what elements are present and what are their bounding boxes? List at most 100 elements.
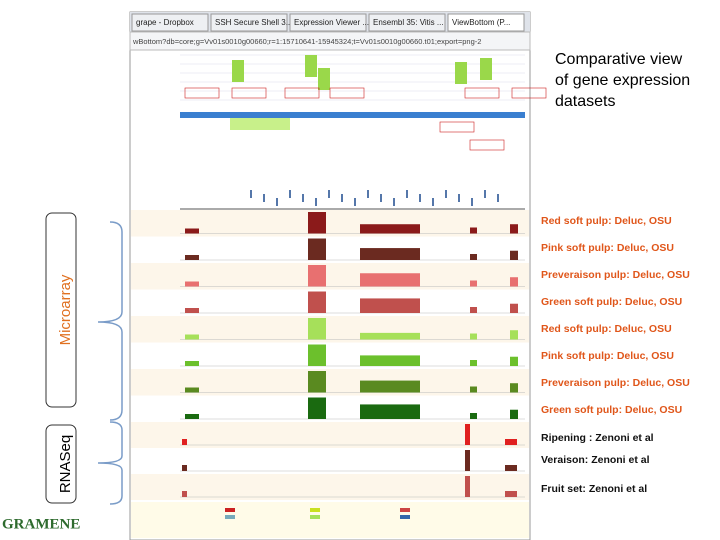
feature-tick bbox=[250, 190, 252, 198]
feature-tick bbox=[289, 190, 291, 198]
bracket bbox=[97, 421, 123, 505]
tab-title[interactable]: Expression Viewer ... bbox=[294, 18, 369, 27]
tab[interactable] bbox=[289, 13, 367, 32]
expression-bar bbox=[510, 224, 518, 234]
expression-spike bbox=[232, 60, 244, 82]
tab-title[interactable]: grape - Dropbox bbox=[136, 18, 194, 27]
feature-tick bbox=[419, 194, 421, 202]
track-label: Veraison: Zenoni et al bbox=[541, 454, 650, 466]
expression-bar bbox=[470, 413, 477, 419]
tab[interactable] bbox=[210, 13, 288, 32]
expression-bar bbox=[360, 404, 420, 419]
track-label: Red soft pulp: Deluc, OSU bbox=[541, 323, 672, 335]
expression-bar bbox=[360, 332, 420, 340]
gene-marker bbox=[469, 139, 505, 151]
expression-bar bbox=[185, 387, 199, 393]
expression-bar bbox=[470, 333, 477, 340]
expression-bar bbox=[360, 273, 420, 287]
legend-swatch bbox=[400, 515, 410, 519]
gene-marker bbox=[284, 87, 320, 99]
tab-title[interactable]: SSH Secure Shell 3... bbox=[215, 18, 292, 27]
expression-bar bbox=[185, 228, 199, 234]
tab[interactable] bbox=[447, 13, 525, 32]
feature-tick bbox=[445, 190, 447, 198]
expression-spike bbox=[480, 58, 492, 80]
track-label: Preveraison pulp: Deluc, OSU bbox=[541, 377, 690, 389]
expression-bar bbox=[360, 380, 420, 393]
expression-bar bbox=[505, 491, 517, 497]
gene-bar bbox=[180, 112, 525, 118]
expression-bar bbox=[308, 397, 326, 419]
expression-bar bbox=[470, 227, 477, 234]
expression-bar bbox=[470, 280, 477, 287]
track-label: Preveraison pulp: Deluc, OSU bbox=[541, 269, 690, 281]
feature-tick bbox=[354, 198, 356, 206]
expression-spike bbox=[318, 68, 330, 90]
legend-swatch bbox=[310, 508, 320, 512]
expression-bar bbox=[185, 308, 199, 313]
track-row bbox=[131, 448, 529, 474]
expression-bar bbox=[185, 281, 199, 287]
gene-marker bbox=[439, 121, 475, 133]
expression-bar bbox=[510, 330, 518, 340]
expression-bar bbox=[360, 298, 420, 313]
track-label: Pink soft pulp: Deluc, OSU bbox=[541, 350, 674, 362]
group-box bbox=[45, 424, 77, 504]
track-row bbox=[131, 474, 529, 500]
group-label: RNASeq bbox=[57, 435, 74, 493]
feature-tick bbox=[393, 198, 395, 206]
expression-bar bbox=[360, 355, 420, 366]
expression-bar bbox=[510, 277, 518, 287]
tab-title[interactable]: ViewBottom (P... bbox=[452, 18, 510, 27]
expression-bar bbox=[505, 465, 517, 471]
heading-line: of gene expression bbox=[555, 72, 690, 89]
heading-line: datasets bbox=[555, 93, 615, 110]
feature-tick bbox=[380, 194, 382, 202]
url-bar bbox=[129, 31, 531, 51]
group-label: Microarray bbox=[57, 274, 74, 345]
expression-spike bbox=[305, 55, 317, 77]
expression-bar bbox=[185, 255, 199, 260]
feature-tick bbox=[458, 194, 460, 202]
expression-bar bbox=[185, 334, 199, 340]
feature-tick bbox=[315, 198, 317, 206]
feature-tick bbox=[276, 198, 278, 206]
logo: GRAMENE bbox=[2, 516, 80, 532]
expression-bar bbox=[308, 291, 326, 313]
tab-title[interactable]: Ensembl 35: Vitis ... bbox=[373, 18, 444, 27]
expression-bar bbox=[185, 361, 199, 366]
track-label: Red soft pulp: Deluc, OSU bbox=[541, 215, 672, 227]
expression-bar bbox=[308, 212, 326, 234]
url[interactable]: wBottom?db=core;g=Vv01s0010g00660;r=1:15… bbox=[132, 37, 481, 46]
track-label: Fruit set: Zenoni et al bbox=[541, 483, 647, 495]
track-divider bbox=[180, 208, 525, 210]
expression-bar bbox=[470, 254, 477, 260]
feature-tick bbox=[432, 198, 434, 206]
expression-bar bbox=[510, 356, 518, 366]
expression-bar bbox=[510, 409, 518, 419]
track-label: Pink soft pulp: Deluc, OSU bbox=[541, 242, 674, 254]
expression-spike bbox=[455, 62, 467, 84]
expression-bar bbox=[470, 307, 477, 313]
expression-bar bbox=[510, 303, 518, 313]
expression-bar bbox=[510, 250, 518, 260]
tab[interactable] bbox=[368, 13, 446, 32]
feature-tick bbox=[263, 194, 265, 202]
gene-marker bbox=[231, 87, 267, 99]
legend-swatch bbox=[225, 508, 235, 512]
expression-bar bbox=[308, 371, 326, 393]
tab[interactable] bbox=[131, 13, 209, 32]
expression-bar bbox=[465, 424, 470, 445]
gene-marker bbox=[464, 87, 500, 99]
legend-swatch bbox=[310, 515, 320, 519]
expression-bar bbox=[182, 465, 187, 471]
track-row bbox=[131, 422, 529, 448]
group-box bbox=[45, 212, 77, 408]
expression-bar bbox=[360, 248, 420, 260]
feature-tick bbox=[406, 190, 408, 198]
expression-bar bbox=[470, 386, 477, 393]
expression-bar bbox=[182, 439, 187, 445]
expression-bar bbox=[182, 491, 187, 497]
